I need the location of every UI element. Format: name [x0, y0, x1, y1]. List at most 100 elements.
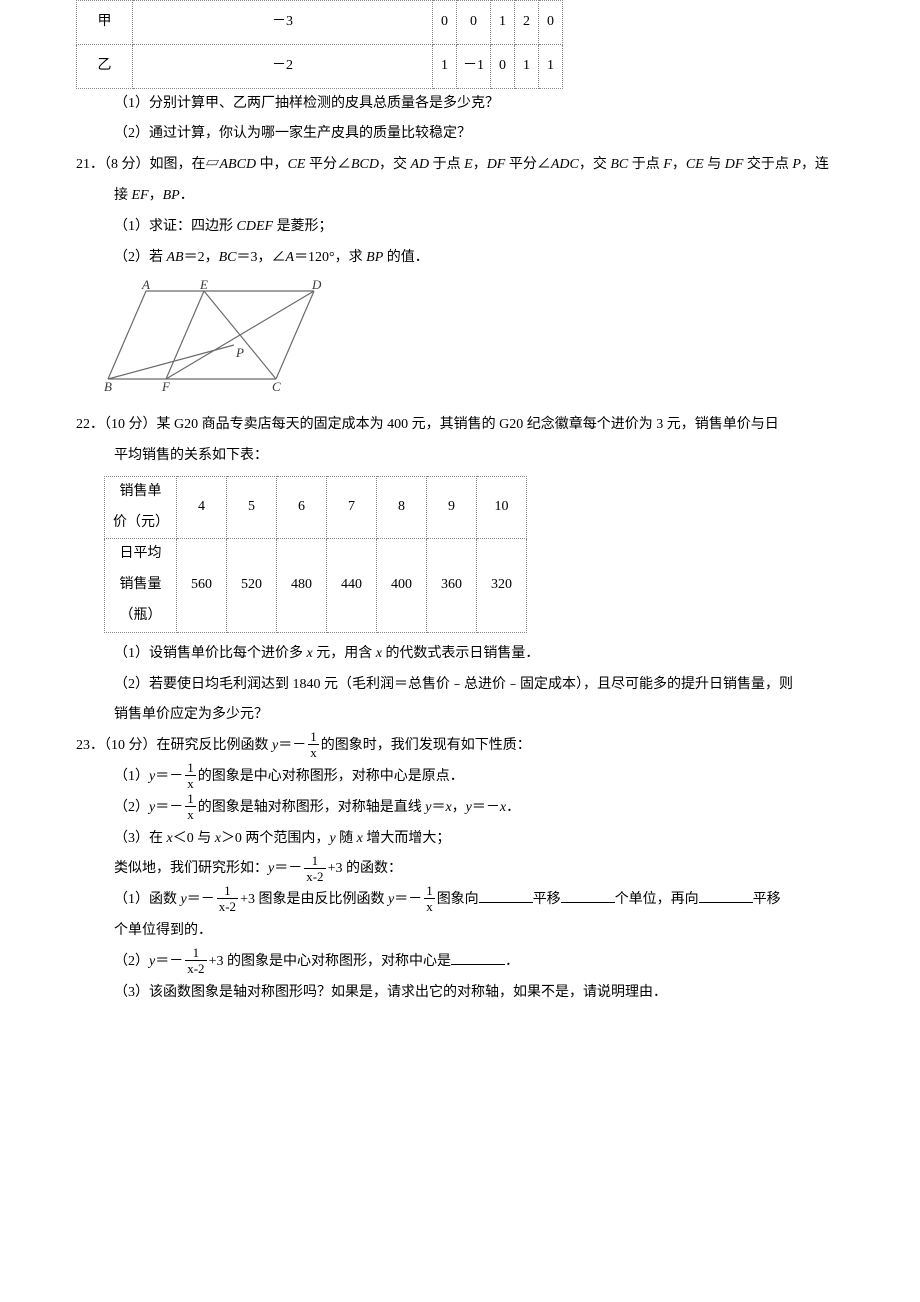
t: E	[464, 157, 473, 172]
t: ，	[452, 800, 466, 815]
table-cell: 5	[227, 476, 277, 539]
table-cell: 400	[377, 539, 427, 632]
blank-field[interactable]	[479, 889, 533, 903]
t: ，交	[379, 157, 411, 172]
q23-p1: （1）y＝－1x的图象是中心对称图形，对称中心是原点．	[114, 762, 844, 793]
t: 增大而增大；	[363, 831, 451, 846]
q21-text: 21．（8 分）如图，在	[76, 157, 206, 172]
t: 平移	[533, 892, 561, 907]
table-cell: 10	[477, 476, 527, 539]
q23-p3: （3）在 x＜0 与 x＞0 两个范围内，y 随 x 增大而增大；	[114, 824, 844, 855]
svg-text:P: P	[235, 345, 244, 360]
t: ＝120°，求	[294, 250, 366, 265]
q20-sub1: （1）分别计算甲、乙两厂抽样检测的皮具总质量各是多少克？	[114, 89, 844, 120]
t: ＝2，	[184, 250, 219, 265]
table-cell: 4	[177, 476, 227, 539]
table-cell: 0	[433, 1, 457, 45]
fraction-icon: 1x-2	[217, 884, 238, 913]
q22-heading: 22．（10 分）某 G20 商品专卖店每天的固定成本为 400 元，其销售的 …	[76, 410, 844, 441]
svg-text:E: E	[199, 279, 208, 292]
table-cell: 2	[515, 1, 539, 45]
q23-heading: 23．（10 分）在研究反比例函数 y＝－1x的图象时，我们发现有如下性质：	[76, 731, 844, 762]
t: x	[424, 899, 435, 913]
svg-text:F: F	[161, 379, 171, 391]
blank-field[interactable]	[451, 951, 505, 965]
q20-sub2: （2）通过计算，你认为哪一家生产皮具的质量比较稳定？	[114, 119, 844, 150]
q21-heading: 21．（8 分）如图，在▱ABCD 中，CE 平分∠BCD，交 AD 于点 E，…	[76, 150, 844, 181]
fraction-icon: 1x-2	[304, 854, 325, 883]
q23-p2: （2）y＝－1x的图象是轴对称图形，对称轴是直线 y＝x，y＝－x．	[114, 793, 844, 824]
t: ＝－	[155, 769, 183, 784]
t: 随	[336, 831, 357, 846]
blank-field[interactable]	[561, 889, 615, 903]
t: ＝－	[187, 892, 215, 907]
t: x-2	[217, 899, 238, 913]
q22-line2: 平均销售的关系如下表：	[114, 441, 844, 472]
q21-sub1: （1）求证：四边形 CDEF 是菱形；	[114, 212, 844, 243]
t: 1	[217, 884, 238, 899]
q23-s1-line2: 个单位得到的．	[114, 916, 844, 947]
table-cell: 9	[427, 476, 477, 539]
t: CE	[686, 157, 704, 172]
q23-s1: （1）函数 y＝－1x-2+3 图象是由反比例函数 y＝－1x图象向平移个单位，…	[114, 885, 844, 916]
t: ，交	[579, 157, 611, 172]
t: BC	[219, 250, 237, 265]
fraction-icon: 1x	[185, 792, 196, 821]
table-cell: 8	[377, 476, 427, 539]
t: （2）	[114, 800, 149, 815]
t: ＝－	[274, 861, 302, 876]
svg-text:A: A	[141, 279, 150, 292]
t: ，	[149, 188, 163, 203]
t: ＝3，∠	[237, 250, 286, 265]
t: 的值．	[383, 250, 429, 265]
t: 与	[704, 157, 725, 172]
t: ，	[672, 157, 686, 172]
t: 个单位，再向	[615, 892, 699, 907]
table-cell: 0	[457, 1, 491, 45]
q22-sub2: （2）若要使日均毛利润达到 1840 元（毛利润＝总售价﹣总进价﹣固定成本），且…	[114, 670, 844, 701]
t: 的代数式表示日销售量．	[382, 646, 540, 661]
t: ．	[505, 954, 519, 969]
t: BC	[610, 157, 628, 172]
t: DF	[487, 157, 506, 172]
q23-s2: （2）y＝－1x-2+3 的图象是中心对称图形，对称中心是．	[114, 947, 844, 978]
t: 平分∠	[305, 157, 351, 172]
q21-figure: A E D B F C P	[104, 279, 844, 404]
t: x	[308, 745, 319, 759]
t: ＝－	[472, 800, 500, 815]
t: ．	[180, 188, 194, 203]
t: 图象向	[437, 892, 479, 907]
table-q22-data: 销售单价（元）45678910日平均销售量（瓶）5605204804404003…	[104, 476, 527, 633]
t: 元，用含	[313, 646, 376, 661]
table-cell: 1	[515, 44, 539, 88]
t: F	[663, 157, 672, 172]
t: （1）设销售单价比每个进价多	[114, 646, 307, 661]
parallelogram-icon: ▱	[206, 157, 220, 172]
t: 1	[185, 761, 196, 776]
fraction-icon: 1x	[308, 730, 319, 759]
t: 的图象时，我们发现有如下性质：	[321, 738, 531, 753]
table-cell: 1	[433, 44, 457, 88]
t: 接	[114, 188, 132, 203]
t: 1	[424, 884, 435, 899]
t: 的图象是中心对称图形，对称中心是原点．	[198, 769, 464, 784]
svg-text:C: C	[272, 379, 281, 391]
table-cell: 6	[277, 476, 327, 539]
t: EF	[132, 188, 149, 203]
q22-sub2b: 销售单价应定为多少元？	[114, 700, 844, 731]
svg-text:D: D	[311, 279, 322, 292]
svg-text:B: B	[104, 379, 112, 391]
t: ＞0 两个范围内，	[221, 831, 330, 846]
fraction-icon: 1x	[185, 761, 196, 790]
table-cell: 0	[539, 1, 563, 45]
t: P	[792, 157, 801, 172]
t: ADC	[551, 157, 579, 172]
table-cell: －2	[133, 44, 433, 88]
table-cell: 0	[491, 44, 515, 88]
q21-line2: 接 EF，BP．	[114, 181, 844, 212]
table-cell: 日平均销售量（瓶）	[105, 539, 177, 632]
fraction-icon: 1x	[424, 884, 435, 913]
t: 是菱形；	[273, 219, 333, 234]
blank-field[interactable]	[699, 889, 753, 903]
table-cell: 销售单价（元）	[105, 476, 177, 539]
